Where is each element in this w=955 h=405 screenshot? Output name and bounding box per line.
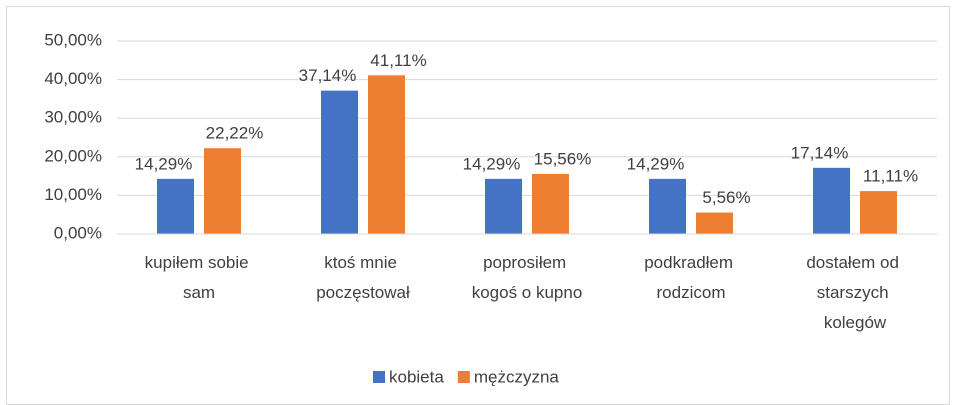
bar xyxy=(368,75,405,234)
legend-label: kobieta xyxy=(389,367,444,386)
data-label: 5,56% xyxy=(702,188,750,207)
legend-label: mężczyzna xyxy=(474,367,560,386)
data-label: 15,56% xyxy=(534,149,592,168)
x-tick-label: ktoś mnie poczęstował xyxy=(316,253,410,302)
x-tick-label: poprosiłem kogoś o kupno xyxy=(472,253,583,302)
chart-frame xyxy=(6,6,950,405)
y-tick-label: 50,00% xyxy=(44,30,102,49)
y-tick-label: 40,00% xyxy=(44,69,102,88)
y-tick-label: 30,00% xyxy=(44,108,102,127)
bar xyxy=(204,148,241,234)
data-label: 37,14% xyxy=(299,66,357,85)
data-label: 14,29% xyxy=(135,154,193,173)
data-label: 14,29% xyxy=(627,154,685,173)
bar xyxy=(813,167,850,234)
x-tick-label: dostałem od starszych kolegów xyxy=(806,253,903,332)
data-label: 17,14% xyxy=(791,143,849,162)
x-tick-label: kupiłem sobie sam xyxy=(145,253,254,302)
data-label: 11,11% xyxy=(863,167,918,186)
legend-swatch xyxy=(457,371,470,383)
bar xyxy=(860,191,897,234)
bar xyxy=(649,178,686,234)
bar xyxy=(696,212,733,234)
data-label: 41,11% xyxy=(370,51,426,70)
y-tick-label: 20,00% xyxy=(44,146,102,165)
bar xyxy=(532,173,569,234)
x-tick-label: podkradłem rodzicom xyxy=(644,253,738,302)
y-tick-label: 10,00% xyxy=(44,185,102,204)
y-tick-label: 0,00% xyxy=(54,223,102,242)
bar xyxy=(485,178,522,234)
legend-swatch xyxy=(373,371,385,383)
data-label: 14,29% xyxy=(463,154,521,173)
data-label: 22,22% xyxy=(206,124,264,143)
bar xyxy=(157,178,194,234)
bar xyxy=(321,90,358,234)
